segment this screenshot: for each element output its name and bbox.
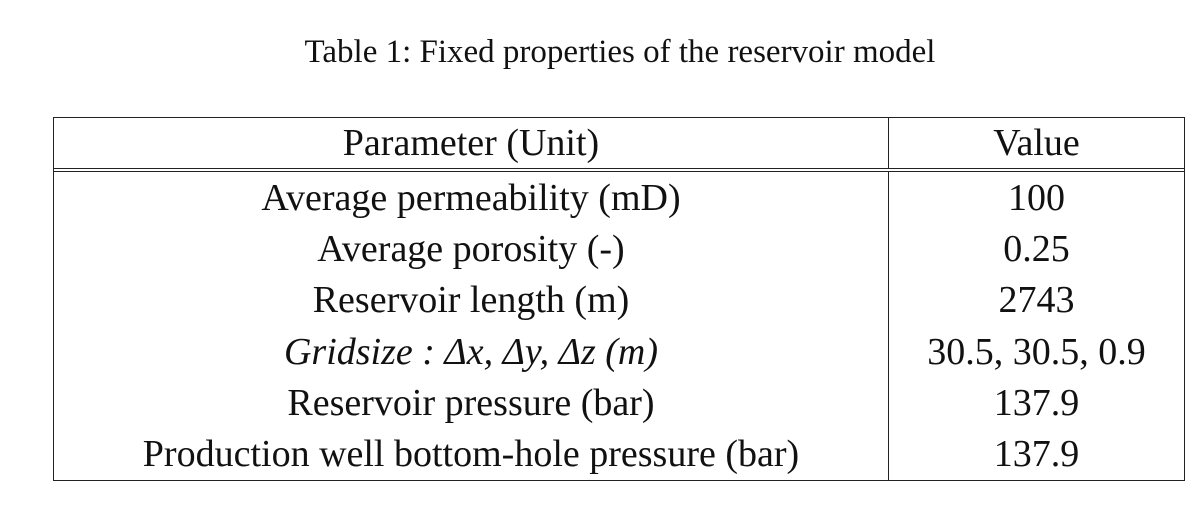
header-cell: Value — [993, 122, 1080, 164]
table-cell: 100 — [1008, 176, 1065, 219]
table-row: Reservoir pressure (bar) 137.9 — [54, 377, 1184, 429]
header-row: Parameter (Unit) Value — [54, 118, 1184, 172]
table-cell: Average permeability (mD) — [54, 172, 889, 224]
table-cell: Gridsize : Δx, Δy, Δz (m) — [54, 325, 889, 378]
table-row: Reservoir length (m) 2743 — [54, 274, 1184, 326]
header-cell: Parameter (Unit) — [54, 118, 889, 168]
table-row: Gridsize : Δx, Δy, Δz (m) 30.5, 30.5, 0.9 — [54, 325, 1184, 378]
table-cell: 0.25 — [1003, 227, 1070, 270]
table-cell: Production well bottom-hole pressure (ba… — [54, 428, 889, 480]
table-row: Production well bottom-hole pressure (ba… — [54, 428, 1184, 480]
table-cell: Reservoir pressure (bar) — [54, 377, 889, 429]
table-cell: 2743 — [998, 279, 1075, 322]
table-cell: 137.9 — [993, 381, 1080, 424]
table-cell: Average porosity (-) — [54, 223, 889, 275]
table-cell: Reservoir length (m) — [54, 274, 889, 326]
table: Parameter (Unit) Value Average permeabil… — [53, 117, 1185, 481]
table-caption: Table 1: Fixed properties of the reservo… — [304, 34, 936, 70]
table-cell: 137.9 — [993, 433, 1080, 476]
table-row: Average porosity (-) 0.25 — [54, 223, 1184, 275]
table-cell: 30.5, 30.5, 0.9 — [927, 330, 1146, 373]
table-row: Average permeability (mD) 100 — [54, 172, 1184, 224]
